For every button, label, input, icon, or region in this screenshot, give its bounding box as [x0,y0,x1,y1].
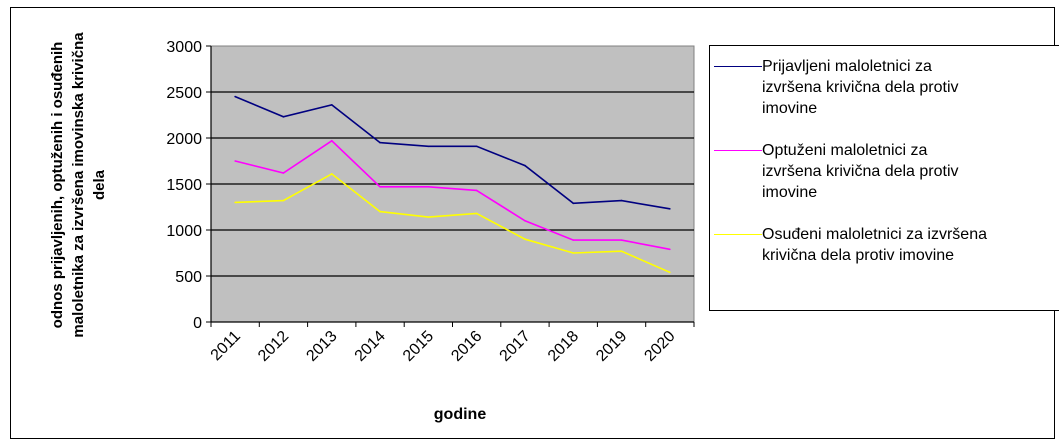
x-tick-label: 2015 [400,328,437,365]
x-tick-label: 2014 [352,328,389,365]
data-point [524,238,526,240]
data-point [379,185,381,188]
x-axis-title: godine [433,406,487,423]
legend-swatch-optuzeni [714,150,762,151]
x-tick-label: 2013 [303,328,340,365]
data-point [330,139,333,142]
y-tick-label: 1500 [166,177,202,194]
y-tick-label: 3000 [166,39,202,56]
grid-layer [211,91,694,277]
y-tick-label: 1000 [166,223,202,240]
data-point [620,199,623,202]
series-line-3 [235,172,671,274]
data-point [427,145,430,148]
axis-layer [206,45,695,327]
legend: Prijavljeni maloletnici za izvršena kriv… [709,45,1059,311]
data-point [475,212,478,215]
legend-label-osudjeni: Osuđeni maloletnici za izvršena krivična… [762,226,987,264]
data-point [427,185,430,188]
x-tick-label: 2019 [593,328,630,365]
data-point [427,216,430,218]
x-tick-label: 2011 [208,328,244,364]
x-tick-label: 2020 [641,328,678,365]
series-layer [234,95,671,274]
data-point [620,239,623,241]
data-point [234,95,236,98]
legend-swatch-osudjeni [714,234,762,235]
data-point [379,141,381,144]
data-point [572,202,575,205]
y-tick-label: 0 [193,315,202,332]
data-point [282,199,285,202]
data-point [282,172,285,174]
data-point [572,252,575,254]
y-tick-label: 2000 [166,131,202,148]
y-axis-title-text: odnos prijavljenih, optuženih i osuđenih… [48,32,108,338]
data-point [234,201,236,204]
y-axis-title: odnos prijavljenih, optuženih i osuđenih… [8,20,148,350]
data-point [669,208,671,210]
x-tick-label: 2012 [255,328,292,365]
series-line-2 [235,139,670,251]
data-point [669,271,671,274]
data-point [669,248,671,251]
data-point [330,104,333,106]
legend-swatch-prijavljeni [714,66,762,67]
data-point [234,160,236,162]
y-tick-label: 2500 [166,85,202,102]
x-tick-label: 2017 [497,328,534,365]
series-line-1 [234,95,670,210]
data-point [475,189,478,192]
y-tick-label: 500 [175,269,202,286]
data-point [379,210,381,213]
data-point [524,220,526,222]
data-point [572,239,575,241]
data-point [330,173,333,175]
data-point [282,116,285,118]
legend-label-prijavljeni: Prijavljeni maloletnici za izvršena kriv… [762,58,959,117]
data-point [524,164,526,167]
data-point [475,145,478,148]
data-point [620,250,623,252]
legend-label-optuzeni: Optuženi maloletnici za izvršena krivičn… [762,142,959,201]
x-tick-label: 2016 [448,328,485,365]
x-tick-label: 2018 [545,328,582,365]
